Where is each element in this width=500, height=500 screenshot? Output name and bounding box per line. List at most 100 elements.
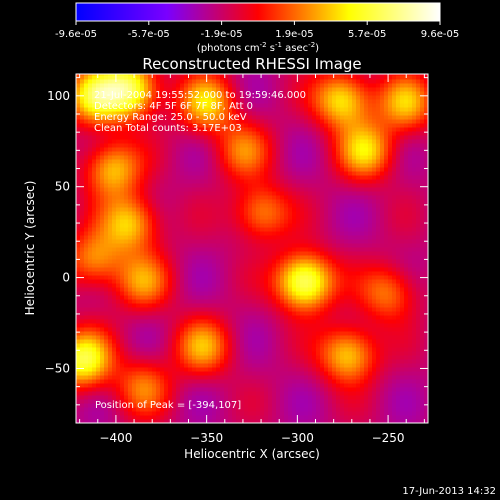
heatmap-pixel bbox=[300, 339, 305, 344]
heatmap-pixel bbox=[80, 419, 85, 423]
heatmap-pixel bbox=[100, 135, 105, 140]
heatmap-pixel bbox=[76, 351, 81, 356]
heatmap-pixel bbox=[244, 147, 249, 152]
heatmap-pixel bbox=[112, 155, 117, 160]
heatmap-pixel bbox=[104, 299, 109, 304]
heatmap-pixel bbox=[248, 103, 253, 108]
heatmap-pixel bbox=[208, 339, 213, 344]
heatmap-pixel bbox=[120, 175, 125, 180]
heatmap-pixel bbox=[84, 239, 89, 244]
heatmap-pixel bbox=[136, 291, 141, 296]
heatmap-pixel bbox=[88, 207, 93, 212]
heatmap-pixel bbox=[180, 155, 185, 160]
heatmap-pixel bbox=[172, 399, 177, 404]
heatmap-pixel bbox=[256, 323, 261, 328]
heatmap-pixel bbox=[144, 227, 149, 232]
heatmap-pixel bbox=[140, 131, 145, 136]
heatmap-pixel bbox=[244, 407, 249, 412]
heatmap-pixel bbox=[152, 279, 157, 284]
heatmap-pixel bbox=[216, 251, 221, 256]
heatmap-pixel bbox=[244, 215, 249, 220]
heatmap-pixel bbox=[228, 271, 233, 276]
heatmap-pixel bbox=[204, 127, 209, 132]
heatmap-pixel bbox=[108, 83, 113, 88]
heatmap-pixel bbox=[120, 411, 125, 416]
heatmap-pixel bbox=[76, 319, 81, 324]
heatmap-pixel bbox=[284, 275, 289, 280]
heatmap-pixel bbox=[156, 367, 161, 372]
heatmap-pixel bbox=[292, 119, 297, 124]
heatmap-pixel bbox=[148, 335, 153, 340]
heatmap-pixel bbox=[104, 339, 109, 344]
heatmap-pixel bbox=[192, 87, 197, 92]
heatmap-pixel bbox=[104, 287, 109, 292]
heatmap-pixel bbox=[184, 379, 189, 384]
heatmap-pixel bbox=[120, 187, 125, 192]
heatmap-pixel bbox=[148, 99, 153, 104]
heatmap-pixel bbox=[180, 75, 185, 80]
heatmap-pixel bbox=[212, 175, 217, 180]
heatmap-pixel bbox=[196, 323, 201, 328]
heatmap-pixel bbox=[272, 259, 277, 264]
heatmap-pixel bbox=[284, 347, 289, 352]
heatmap-pixel bbox=[200, 75, 205, 80]
heatmap-pixel bbox=[240, 315, 245, 320]
heatmap-pixel bbox=[168, 91, 173, 96]
heatmap-pixel bbox=[116, 291, 121, 296]
heatmap-pixel bbox=[296, 79, 301, 84]
heatmap-pixel bbox=[88, 107, 93, 112]
heatmap-pixel bbox=[132, 99, 137, 104]
heatmap-pixel bbox=[176, 227, 181, 232]
heatmap-pixel bbox=[268, 315, 273, 320]
heatmap-pixel bbox=[140, 175, 145, 180]
heatmap-pixel bbox=[208, 347, 213, 352]
heatmap-pixel bbox=[252, 303, 257, 308]
heatmap-pixel bbox=[160, 151, 165, 156]
heatmap-pixel bbox=[92, 171, 97, 176]
heatmap-pixel bbox=[228, 355, 233, 360]
heatmap-pixel bbox=[196, 371, 201, 376]
heatmap-pixel bbox=[228, 295, 233, 300]
heatmap-pixel bbox=[220, 259, 225, 264]
heatmap-pixel bbox=[292, 343, 297, 348]
heatmap-pixel bbox=[272, 243, 277, 248]
heatmap-pixel bbox=[276, 107, 281, 112]
heatmap-pixel bbox=[100, 379, 105, 384]
heatmap-pixel bbox=[164, 235, 169, 240]
heatmap-pixel bbox=[204, 395, 209, 400]
heatmap-pixel bbox=[92, 179, 97, 184]
heatmap-pixel bbox=[300, 231, 305, 236]
heatmap-pixel bbox=[288, 411, 293, 416]
heatmap-pixel bbox=[300, 263, 305, 268]
heatmap-pixel bbox=[264, 79, 269, 84]
heatmap-pixel bbox=[244, 235, 249, 240]
heatmap-pixel bbox=[168, 387, 173, 392]
heatmap-pixel bbox=[244, 287, 249, 292]
heatmap-pixel bbox=[292, 407, 297, 412]
heatmap-pixel bbox=[160, 235, 165, 240]
heatmap-pixel bbox=[208, 171, 213, 176]
heatmap-pixel bbox=[96, 191, 101, 196]
heatmap-pixel bbox=[232, 123, 237, 128]
heatmap-pixel bbox=[248, 111, 253, 116]
heatmap-pixel bbox=[196, 179, 201, 184]
heatmap-pixel bbox=[276, 99, 281, 104]
heatmap-pixel bbox=[112, 367, 117, 372]
heatmap-pixel bbox=[284, 391, 289, 396]
heatmap-pixel bbox=[172, 227, 177, 232]
heatmap-pixel bbox=[180, 339, 185, 344]
heatmap-pixel bbox=[300, 243, 305, 248]
heatmap-pixel bbox=[228, 411, 233, 416]
heatmap-pixel bbox=[96, 135, 101, 140]
heatmap-pixel bbox=[236, 299, 241, 304]
heatmap-pixel bbox=[252, 155, 257, 160]
heatmap-pixel bbox=[196, 159, 201, 164]
heatmap-pixel bbox=[260, 311, 265, 316]
heatmap-pixel bbox=[300, 223, 305, 228]
heatmap-pixel bbox=[156, 187, 161, 192]
heatmap-pixel bbox=[128, 107, 133, 112]
heatmap-pixel bbox=[92, 231, 97, 236]
heatmap-pixel bbox=[128, 127, 133, 132]
heatmap-pixel bbox=[232, 227, 237, 232]
heatmap-pixel bbox=[108, 235, 113, 240]
